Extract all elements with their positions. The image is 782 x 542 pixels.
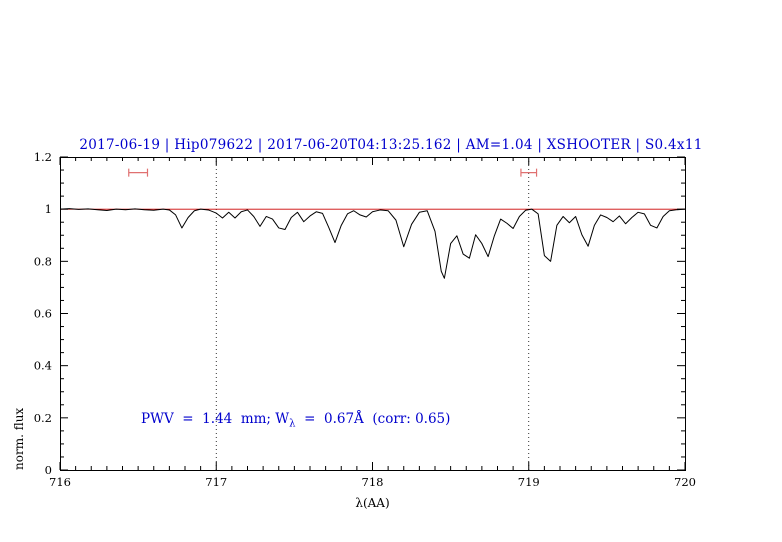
y-tick-label: 0.4 bbox=[34, 359, 52, 373]
y-tick-label: 1 bbox=[45, 202, 52, 216]
y-tick-label: 0.2 bbox=[34, 411, 52, 425]
pwv-annotation: PWV = 1.44 mm; Wλ = 0.67Å (corr: 0.65) bbox=[141, 411, 450, 430]
axis-ticks bbox=[59, 156, 686, 471]
y-tick-label: 0 bbox=[45, 463, 52, 477]
plot-title: 2017-06-19 | Hip079622 | 2017-06-20T04:1… bbox=[79, 137, 703, 153]
y-tick-label: 1.2 bbox=[34, 150, 52, 164]
y-tick-label: 0.6 bbox=[34, 307, 52, 321]
pwv-annotation-part2: = 0.67Å (corr: 0.65) bbox=[295, 411, 451, 427]
y-axis-label: norm. flux bbox=[12, 407, 26, 470]
x-tick-label: 716 bbox=[49, 475, 71, 489]
x-axis-label: λ(AA) bbox=[355, 496, 390, 510]
spectrum-line bbox=[59, 208, 686, 279]
x-tick-label: 720 bbox=[674, 475, 696, 489]
range-marker bbox=[128, 168, 149, 177]
y-tick-label: 0.8 bbox=[34, 254, 52, 268]
pwv-annotation-part1: PWV = 1.44 mm; W bbox=[141, 411, 290, 427]
x-tick-label: 719 bbox=[518, 475, 540, 489]
x-tick-label: 717 bbox=[205, 475, 227, 489]
pwv-annotation-lambda-subscript: λ bbox=[289, 418, 296, 430]
x-tick-label: 718 bbox=[362, 475, 384, 489]
range-marker bbox=[520, 168, 538, 177]
